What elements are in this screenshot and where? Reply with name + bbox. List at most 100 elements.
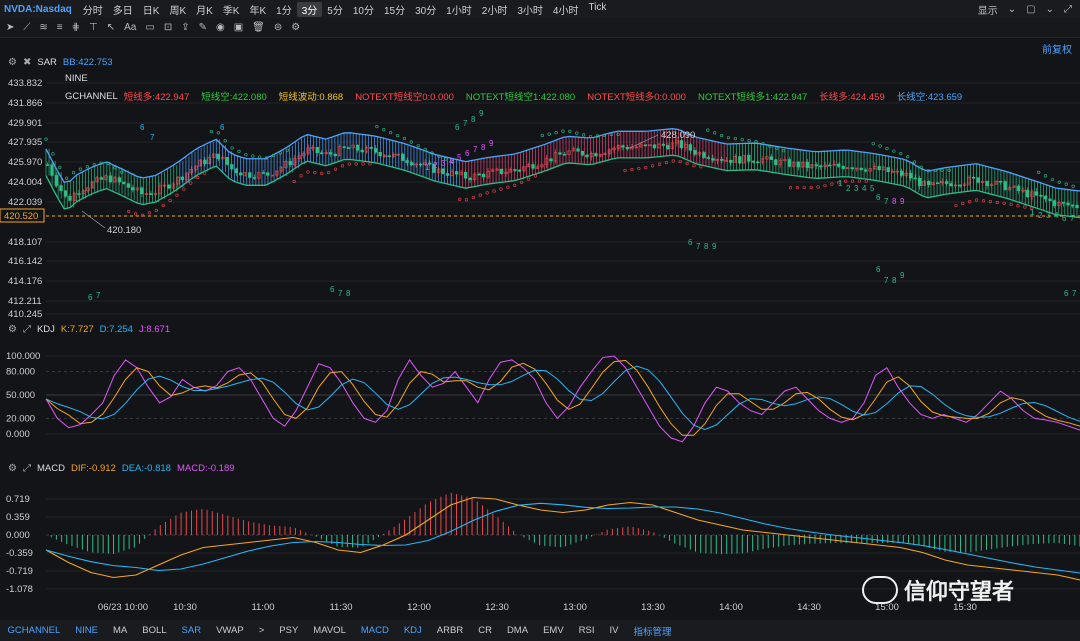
period-tab[interactable]: 1小时 <box>446 5 472 17</box>
indicator-tab[interactable]: ARBR <box>436 625 464 636</box>
gear-icon[interactable]: ⚙ <box>8 463 17 474</box>
period-tab[interactable]: 3分 <box>296 1 323 17</box>
nine-count: 3 <box>1046 211 1051 220</box>
indicator-tab[interactable]: 指标管理 <box>633 626 672 638</box>
lock-icon[interactable]: ▣ <box>233 22 244 33</box>
sar-dot <box>437 154 441 158</box>
nine-count: 2 <box>433 161 438 170</box>
magnet-icon[interactable]: ⊜ <box>273 22 283 33</box>
sar-dot <box>1023 205 1027 209</box>
note-icon[interactable]: ▭ <box>145 22 155 33</box>
gear-icon[interactable]: ⚙ <box>8 324 17 335</box>
candle-body <box>441 168 445 174</box>
eye-icon[interactable]: ◉ <box>215 22 225 33</box>
candle-body <box>517 169 522 172</box>
brush-icon[interactable]: ✎ <box>198 22 207 33</box>
sar-dot <box>554 131 558 135</box>
period-tab[interactable]: 周K <box>169 5 187 17</box>
candle-body <box>841 166 845 169</box>
period-tab[interactable]: 10分 <box>352 5 374 17</box>
expand-icon[interactable]: ⤢ <box>22 463 31 474</box>
measure-icon[interactable]: ⊡ <box>163 22 173 33</box>
indicator-tab[interactable]: MACD <box>360 625 389 636</box>
candle-body <box>661 143 666 146</box>
candle-body <box>994 180 998 185</box>
fuquan-toggle[interactable]: 前复权 <box>1042 45 1072 56</box>
period-tab[interactable]: Tick <box>588 1 607 13</box>
indicator-tab[interactable]: NINE <box>75 625 98 636</box>
hline-icon[interactable]: ⊤ <box>89 22 98 33</box>
sar-dot <box>830 182 834 186</box>
period-tab[interactable]: 5分 <box>327 5 343 17</box>
candle-body <box>108 175 113 183</box>
channel-icon[interactable]: ⋕ <box>71 22 81 33</box>
share-icon[interactable]: ⇪ <box>181 22 190 33</box>
cursor-icon[interactable]: ➤ <box>6 22 15 33</box>
indicator-tab[interactable]: SAR <box>181 625 202 636</box>
period-tab[interactable]: 30分 <box>415 5 437 17</box>
macd-name[interactable]: MACD <box>36 463 65 474</box>
arrow-icon[interactable]: ↖ <box>106 22 116 33</box>
candle-body <box>463 171 468 179</box>
display-menu[interactable]: 显示 <box>977 5 998 17</box>
gear-icon[interactable]: ⚙ <box>8 57 17 68</box>
indicator-tab[interactable]: BOLL <box>142 625 167 636</box>
period-tab[interactable]: 1分 <box>276 5 292 17</box>
nine-count: 5 <box>457 153 462 162</box>
nine-count: 7 <box>884 276 889 285</box>
candle-body <box>603 153 607 155</box>
indicator-tab[interactable]: RSI <box>578 625 595 636</box>
period-tab[interactable]: 4小时 <box>552 5 579 17</box>
gchannel-name[interactable]: GCHANNEL <box>65 90 118 102</box>
fib-icon[interactable]: ≡ <box>56 22 63 33</box>
candle-body <box>189 169 194 174</box>
indicator-tab[interactable]: VWAP <box>216 625 244 636</box>
indicator-tab[interactable]: MA <box>113 625 128 636</box>
sar-dot <box>423 147 427 151</box>
period-tab[interactable]: 15分 <box>383 5 406 17</box>
indicator-tab[interactable]: > <box>258 625 265 636</box>
period-tab[interactable]: 多日 <box>112 5 133 17</box>
nine-name[interactable]: NINE <box>65 73 88 84</box>
period-tab[interactable]: 月K <box>196 5 213 17</box>
indicator-tab[interactable]: MAVOL <box>313 625 346 636</box>
layout-icon[interactable]: ▢ <box>1026 3 1036 15</box>
symbol-label[interactable]: NVDA:Nasdaq <box>4 3 72 15</box>
macd-dif-line <box>45 496 1080 581</box>
period-tab[interactable]: 2小时 <box>481 5 508 17</box>
sar-dot <box>871 142 875 146</box>
sar-dot <box>837 181 841 185</box>
text-tool[interactable]: Aa <box>124 22 137 33</box>
period-tab[interactable]: 日K <box>142 5 160 17</box>
chevron-down-icon[interactable]: ⌄ <box>1007 3 1017 15</box>
kdj-chart[interactable]: 100.000 80.000 50.000 20.000 0.000 <box>0 338 1080 458</box>
fullscreen-icon[interactable]: ⤢ <box>1064 3 1072 15</box>
candle-body <box>324 152 328 154</box>
period-tab[interactable]: 季K <box>222 5 240 17</box>
multi-line-icon[interactable]: ≋ <box>39 22 48 33</box>
kdj-name[interactable]: KDJ <box>36 324 55 335</box>
period-tab[interactable]: 年K <box>249 5 267 17</box>
sar-dot <box>92 163 96 167</box>
indicator-tab[interactable]: DMA <box>506 625 529 636</box>
close-icon[interactable]: ✖ <box>22 57 32 68</box>
indicator-tab[interactable]: PSY <box>279 625 299 636</box>
trash-icon[interactable]: 🗑 <box>252 22 265 33</box>
indicator-tab[interactable]: GCHANNEL <box>7 625 61 636</box>
kdj-legend: ⚙ ⤢ KDJ K:7.727 D:7.254 J:8.671 <box>8 324 170 335</box>
sar-name[interactable]: SAR <box>37 57 57 68</box>
sar-dot <box>637 166 641 171</box>
candle-body <box>1012 185 1016 188</box>
price-chart[interactable]: 433.832 431.866 429.901 427.935 425.970 424.0… <box>0 38 1080 320</box>
settings-icon[interactable]: ⚙ <box>291 22 301 33</box>
indicator-tab[interactable]: EMV <box>543 625 564 636</box>
indicator-tab[interactable]: IV <box>609 625 619 636</box>
indicator-tab[interactable]: CR <box>478 625 492 636</box>
chevron-down-icon[interactable]: ⌄ <box>1045 3 1054 15</box>
expand-icon[interactable]: ⤢ <box>22 324 31 335</box>
macd-chart[interactable]: 0.719 0.359 0.000 -0.359 -0.719 -1.078 06/23 1… <box>0 478 1080 620</box>
period-tab[interactable]: 3小时 <box>517 5 543 17</box>
trendline-icon[interactable]: ⟋ <box>23 22 31 33</box>
indicator-tab[interactable]: KDJ <box>403 625 422 636</box>
period-tab[interactable]: 分时 <box>82 5 103 17</box>
